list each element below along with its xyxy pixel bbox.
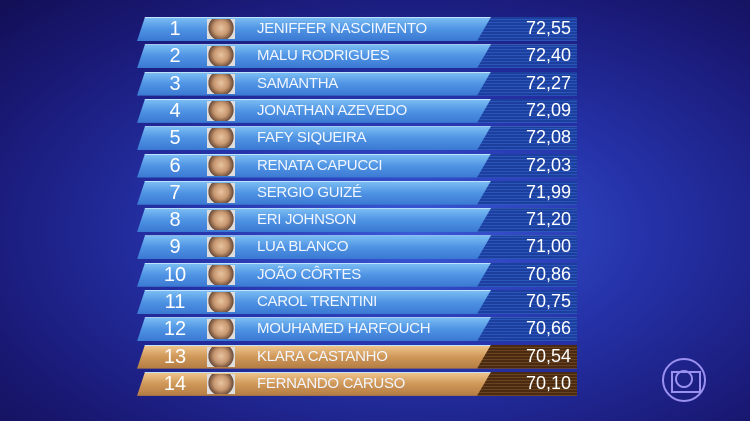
- score-panel: [477, 98, 577, 123]
- contestant-photo: [207, 237, 235, 258]
- contestant-photo: [207, 73, 235, 94]
- globo-logo-icon: [662, 358, 706, 402]
- contestant-photo: [207, 100, 235, 121]
- contestant-score: 70,75: [525, 291, 571, 311]
- rank-number: 13: [163, 345, 187, 368]
- contestant-photo: [207, 155, 235, 176]
- contestant-score: 70,10: [525, 372, 571, 393]
- contestant-score: 71,00: [525, 236, 571, 257]
- rank-number: 8: [169, 209, 181, 232]
- contestant-photo: [207, 292, 235, 312]
- score-panel: [477, 371, 577, 396]
- ranking-row: 13 KLARA CASTANHO 70,54: [137, 344, 577, 369]
- contestant-name: SAMANTHA: [257, 74, 338, 92]
- contestant-name: FAFY SIQUEIRA: [257, 129, 367, 147]
- ranking-row: 2 MALU RODRIGUES 72,40: [137, 44, 577, 69]
- score-panel: [477, 17, 577, 41]
- rank-number: 1: [169, 18, 181, 40]
- contestant-name: FERNANDO CARUSO: [257, 374, 406, 392]
- contestant-score: 71,99: [525, 181, 571, 202]
- rank-number: 2: [169, 45, 181, 68]
- contestant-name: SERGIO GUIZÉ: [257, 183, 362, 201]
- score-panel: [477, 71, 577, 96]
- contestant-name: RENATA CAPUCCI: [257, 156, 383, 174]
- contestant-name: CAROL TRENTINI: [257, 293, 377, 310]
- rank-number: 3: [169, 72, 181, 95]
- contestant-score: 71,20: [525, 209, 571, 230]
- score-panel: [477, 153, 577, 178]
- ranking-row: 6 RENATA CAPUCCI 72,03: [137, 153, 577, 178]
- rank-number: 7: [169, 181, 181, 204]
- rank-number: 10: [163, 263, 187, 286]
- contestant-name: JONATHAN AZEVEDO: [257, 101, 407, 119]
- contestant-photo: [207, 182, 235, 203]
- ranking-row: 12 MOUHAMED HARFOUCH 70,66: [137, 317, 577, 342]
- ranking-row: 8 ERI JOHNSON 71,20: [137, 208, 577, 233]
- ranking-row: 5 FAFY SIQUEIRA 72,08: [137, 126, 577, 151]
- contestant-photo: [207, 346, 235, 367]
- score-panel: [477, 317, 577, 342]
- ranking-row: 1 JENIFFER NASCIMENTO 72,55: [137, 17, 577, 41]
- contestant-score: 70,54: [525, 345, 571, 366]
- contestant-name: ERI JOHNSON: [257, 211, 357, 229]
- contestant-name: MOUHAMED HARFOUCH: [257, 320, 431, 338]
- score-panel: [477, 126, 577, 151]
- ranking-row: 3 SAMANTHA 72,27: [137, 71, 577, 96]
- score-panel: [477, 344, 577, 369]
- contestant-photo: [207, 264, 235, 285]
- contestant-name: MALU RODRIGUES: [257, 47, 390, 65]
- rank-number: 14: [163, 372, 187, 395]
- contestant-score: 70,86: [525, 263, 571, 284]
- ranking-row: 4 JONATHAN AZEVEDO 72,09: [137, 98, 577, 123]
- rank-number: 12: [163, 318, 187, 341]
- ranking-row: 14 FERNANDO CARUSO 70,10: [137, 371, 577, 396]
- contestant-name: JOÃO CÔRTES: [257, 265, 361, 283]
- score-panel: [477, 180, 577, 205]
- rank-number: 5: [169, 127, 181, 150]
- contestant-photo: [207, 128, 235, 149]
- contestant-score: 72,09: [525, 99, 571, 120]
- ranking-row: 7 SERGIO GUIZÉ 71,99: [137, 180, 577, 205]
- score-panel: [477, 235, 577, 260]
- contestant-name: KLARA CASTANHO: [257, 347, 388, 365]
- contestant-photo: [207, 46, 235, 67]
- score-panel: [477, 44, 577, 69]
- contestant-photo: [207, 373, 235, 394]
- rank-number: 9: [169, 236, 181, 259]
- contestant-score: 72,55: [525, 18, 571, 38]
- score-panel: [477, 290, 577, 314]
- rank-number: 11: [164, 291, 186, 313]
- contestant-photo: [207, 319, 235, 340]
- ranking-row: 9 LUA BLANCO 71,00: [137, 235, 577, 260]
- contestant-name: JENIFFER NASCIMENTO: [257, 20, 427, 37]
- rank-number: 4: [169, 99, 181, 122]
- contestant-score: 72,08: [525, 127, 571, 148]
- rank-number: 6: [169, 154, 181, 177]
- score-panel: [477, 262, 577, 287]
- ranking-row: 10 JOÃO CÔRTES 70,86: [137, 262, 577, 287]
- score-panel: [477, 208, 577, 233]
- contestant-photo: [207, 19, 235, 39]
- ranking-row: 11 CAROL TRENTINI 70,75: [137, 290, 577, 314]
- contestant-photo: [207, 210, 235, 231]
- contestant-name: LUA BLANCO: [257, 238, 349, 256]
- contestant-score: 72,40: [525, 45, 571, 66]
- contestant-score: 72,27: [525, 72, 571, 93]
- contestant-score: 70,66: [525, 318, 571, 339]
- contestant-score: 72,03: [525, 154, 571, 175]
